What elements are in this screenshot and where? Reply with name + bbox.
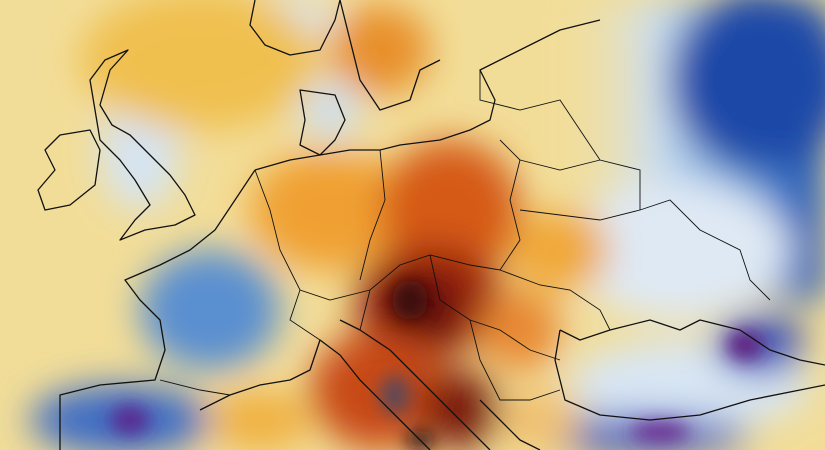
cold-core — [670, 0, 825, 170]
hot-italy — [310, 330, 450, 450]
cool-denmark — [300, 80, 360, 140]
warm-greece — [500, 390, 580, 450]
border — [159, 379, 231, 396]
coast-norway — [249, 0, 341, 56]
coast-ireland — [37, 129, 101, 211]
cool-ukraine — [570, 180, 790, 320]
extreme-spot — [392, 280, 428, 320]
border — [289, 289, 371, 341]
border — [479, 70, 641, 210]
cold-spot — [630, 422, 690, 442]
warm-romania — [480, 290, 560, 370]
coast-britain — [89, 49, 196, 241]
border — [519, 199, 771, 301]
coast-blacksea-north — [559, 319, 825, 366]
coast-denmark — [299, 89, 346, 156]
warm-east — [510, 210, 610, 290]
border — [499, 269, 611, 331]
border — [469, 319, 561, 401]
colour-detail — [110, 280, 763, 450]
hot-balkans — [420, 370, 500, 450]
extreme-spot — [380, 375, 410, 415]
border — [359, 149, 386, 281]
coast-west — [59, 169, 256, 450]
borders — [159, 70, 771, 401]
cold-spot — [110, 405, 150, 435]
border — [254, 139, 521, 301]
cold-spot — [727, 330, 763, 360]
coast-sweden — [339, 0, 441, 111]
warm-northsea — [80, 0, 320, 130]
coast-baltic — [254, 19, 601, 171]
border — [519, 159, 601, 171]
border — [429, 254, 561, 361]
cool-france — [140, 250, 280, 370]
coast-blacksea-south — [554, 329, 825, 421]
warm-sweden — [330, 5, 430, 95]
warm-med — [210, 390, 310, 450]
hot-poland — [380, 140, 520, 280]
coast-greece — [479, 399, 541, 450]
